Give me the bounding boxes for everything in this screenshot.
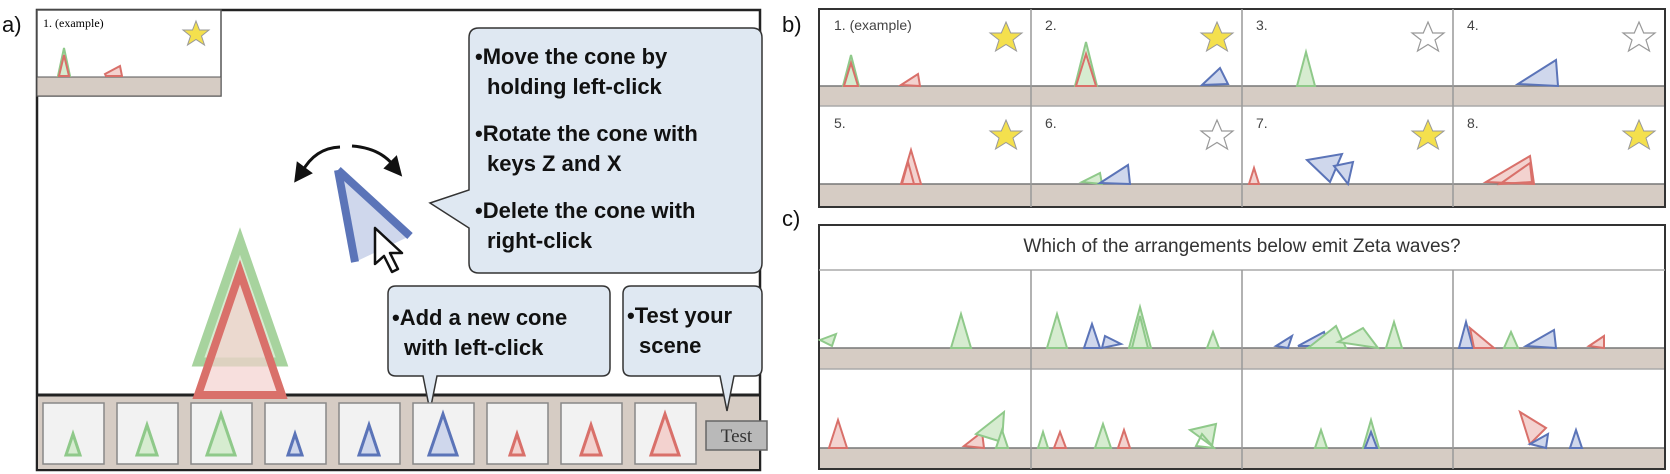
panel-b-scenes: 1. (example) 2. 3. 4. 5. 6. 7. 8.	[818, 8, 1666, 208]
star-icon	[181, 19, 211, 47]
callout-instructions: •Move the cone by holding left-click •Ro…	[428, 27, 763, 274]
scene-label-1: 1. (example)	[834, 17, 912, 33]
panel-label-b: b)	[782, 12, 802, 37]
scene-label-6: 6.	[1045, 115, 1057, 131]
scene-cone-large[interactable]	[191, 227, 289, 399]
scene-4-cones	[1514, 58, 1560, 88]
scene-7-cones	[1247, 152, 1355, 187]
star-filled-icon	[1410, 118, 1446, 151]
question-text: Which of the arrangements below emit Zet…	[1023, 236, 1460, 257]
instruction-test-1: •Test your	[627, 303, 733, 328]
panel-c-question: Which of the arrangements below emit Zet…	[818, 224, 1666, 470]
panel-label-a: a)	[2, 12, 22, 37]
star-empty-icon	[1410, 20, 1446, 53]
scene-2-cones	[1073, 41, 1230, 87]
palette-blue-large[interactable]	[412, 402, 475, 465]
cone-palette	[42, 402, 697, 465]
scene-label-8: 8.	[1467, 115, 1479, 131]
instruction-delete-1: •Delete the cone with	[475, 198, 695, 223]
arrangement-4[interactable]	[1457, 318, 1605, 350]
star-filled-icon	[988, 118, 1024, 151]
scene-label-5: 5.	[834, 115, 846, 131]
palette-green-medium[interactable]	[116, 402, 179, 465]
instruction-move-2: holding left-click	[487, 74, 663, 99]
star-filled-icon	[1621, 118, 1657, 151]
palette-green-large[interactable]	[190, 402, 253, 465]
palette-green-small[interactable]	[42, 402, 105, 465]
palette-red-medium[interactable]	[560, 402, 623, 465]
example-thumbnail: 1. (example)	[36, 9, 222, 97]
scene-label-4: 4.	[1467, 17, 1479, 33]
test-button[interactable]: Test	[705, 420, 768, 451]
instruction-rotate-1: •Rotate the cone with	[475, 121, 698, 146]
arrangement-6[interactable]	[1036, 420, 1218, 450]
arrangement-7[interactable]	[1313, 416, 1381, 449]
mouse-cursor-icon	[373, 226, 404, 274]
example-label: 1. (example)	[43, 16, 104, 30]
rotate-arrows-icon	[294, 144, 403, 183]
panel-label-c: c)	[782, 206, 801, 231]
scene-cone-rotating[interactable]	[334, 167, 413, 263]
instruction-add-2: with left-click	[403, 335, 544, 360]
instruction-delete-2: right-click	[487, 228, 593, 253]
test-button-label: Test	[721, 426, 753, 447]
palette-blue-small[interactable]	[264, 402, 327, 465]
scene-8-cones	[1482, 154, 1536, 186]
instruction-rotate-2: keys Z and X	[487, 151, 622, 176]
callout-test-scene: •Test your scene	[622, 285, 763, 412]
callout-add-cone: •Add a new cone with left-click	[387, 285, 611, 412]
arrangement-3[interactable]	[1273, 318, 1404, 350]
instruction-test-2: scene	[639, 333, 701, 358]
star-filled-icon	[988, 20, 1024, 53]
star-filled-icon	[1199, 20, 1235, 53]
scene-label-3: 3.	[1256, 17, 1268, 33]
arrangement-1[interactable]	[818, 310, 973, 349]
palette-blue-medium[interactable]	[338, 402, 401, 465]
instruction-move-1: •Move the cone by	[475, 44, 668, 69]
palette-red-large[interactable]	[634, 402, 697, 465]
star-empty-icon	[1199, 118, 1235, 151]
panel-a-editor: 1. (example) •Move the cone by holding l…	[35, 8, 768, 472]
instruction-add-1: •Add a new cone	[392, 305, 567, 330]
scene-3-cones	[1295, 48, 1317, 87]
scene-label-7: 7.	[1256, 115, 1268, 131]
scene-5-cones	[899, 146, 923, 185]
palette-red-small[interactable]	[486, 402, 549, 465]
scene-label-2: 2.	[1045, 17, 1057, 33]
scene-6-cones	[1078, 163, 1132, 186]
arrangement-5[interactable]	[827, 409, 1010, 450]
star-empty-icon	[1621, 20, 1657, 53]
scene-1-cones	[841, 54, 922, 88]
arrangement-2[interactable]	[1045, 303, 1221, 350]
arrangement-8[interactable]	[1518, 409, 1584, 450]
